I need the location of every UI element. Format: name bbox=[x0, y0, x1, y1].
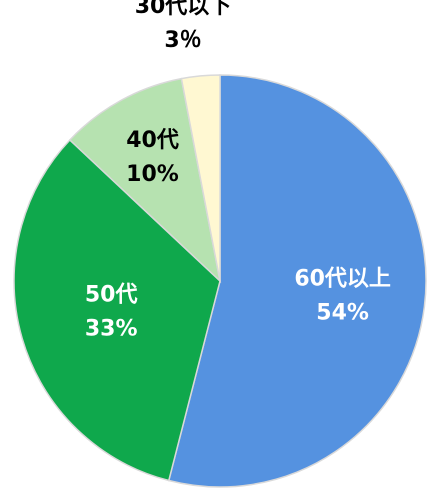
slice-value-label: 54% bbox=[316, 300, 369, 325]
pie-slice bbox=[68, 77, 222, 284]
slice-value-label: 3％ bbox=[164, 28, 201, 53]
slice-category: 40代 bbox=[126, 128, 179, 153]
pie-slice bbox=[167, 74, 427, 488]
slice-category: 60代以上 bbox=[294, 266, 391, 291]
pie-slice bbox=[180, 74, 221, 282]
slice-category: 30代以下 bbox=[135, 0, 232, 19]
slice-value-label: 10% bbox=[126, 162, 179, 187]
pie-slice bbox=[13, 138, 221, 482]
slice-value-label: 33% bbox=[85, 317, 138, 342]
slice-category: 50代 bbox=[85, 283, 138, 308]
